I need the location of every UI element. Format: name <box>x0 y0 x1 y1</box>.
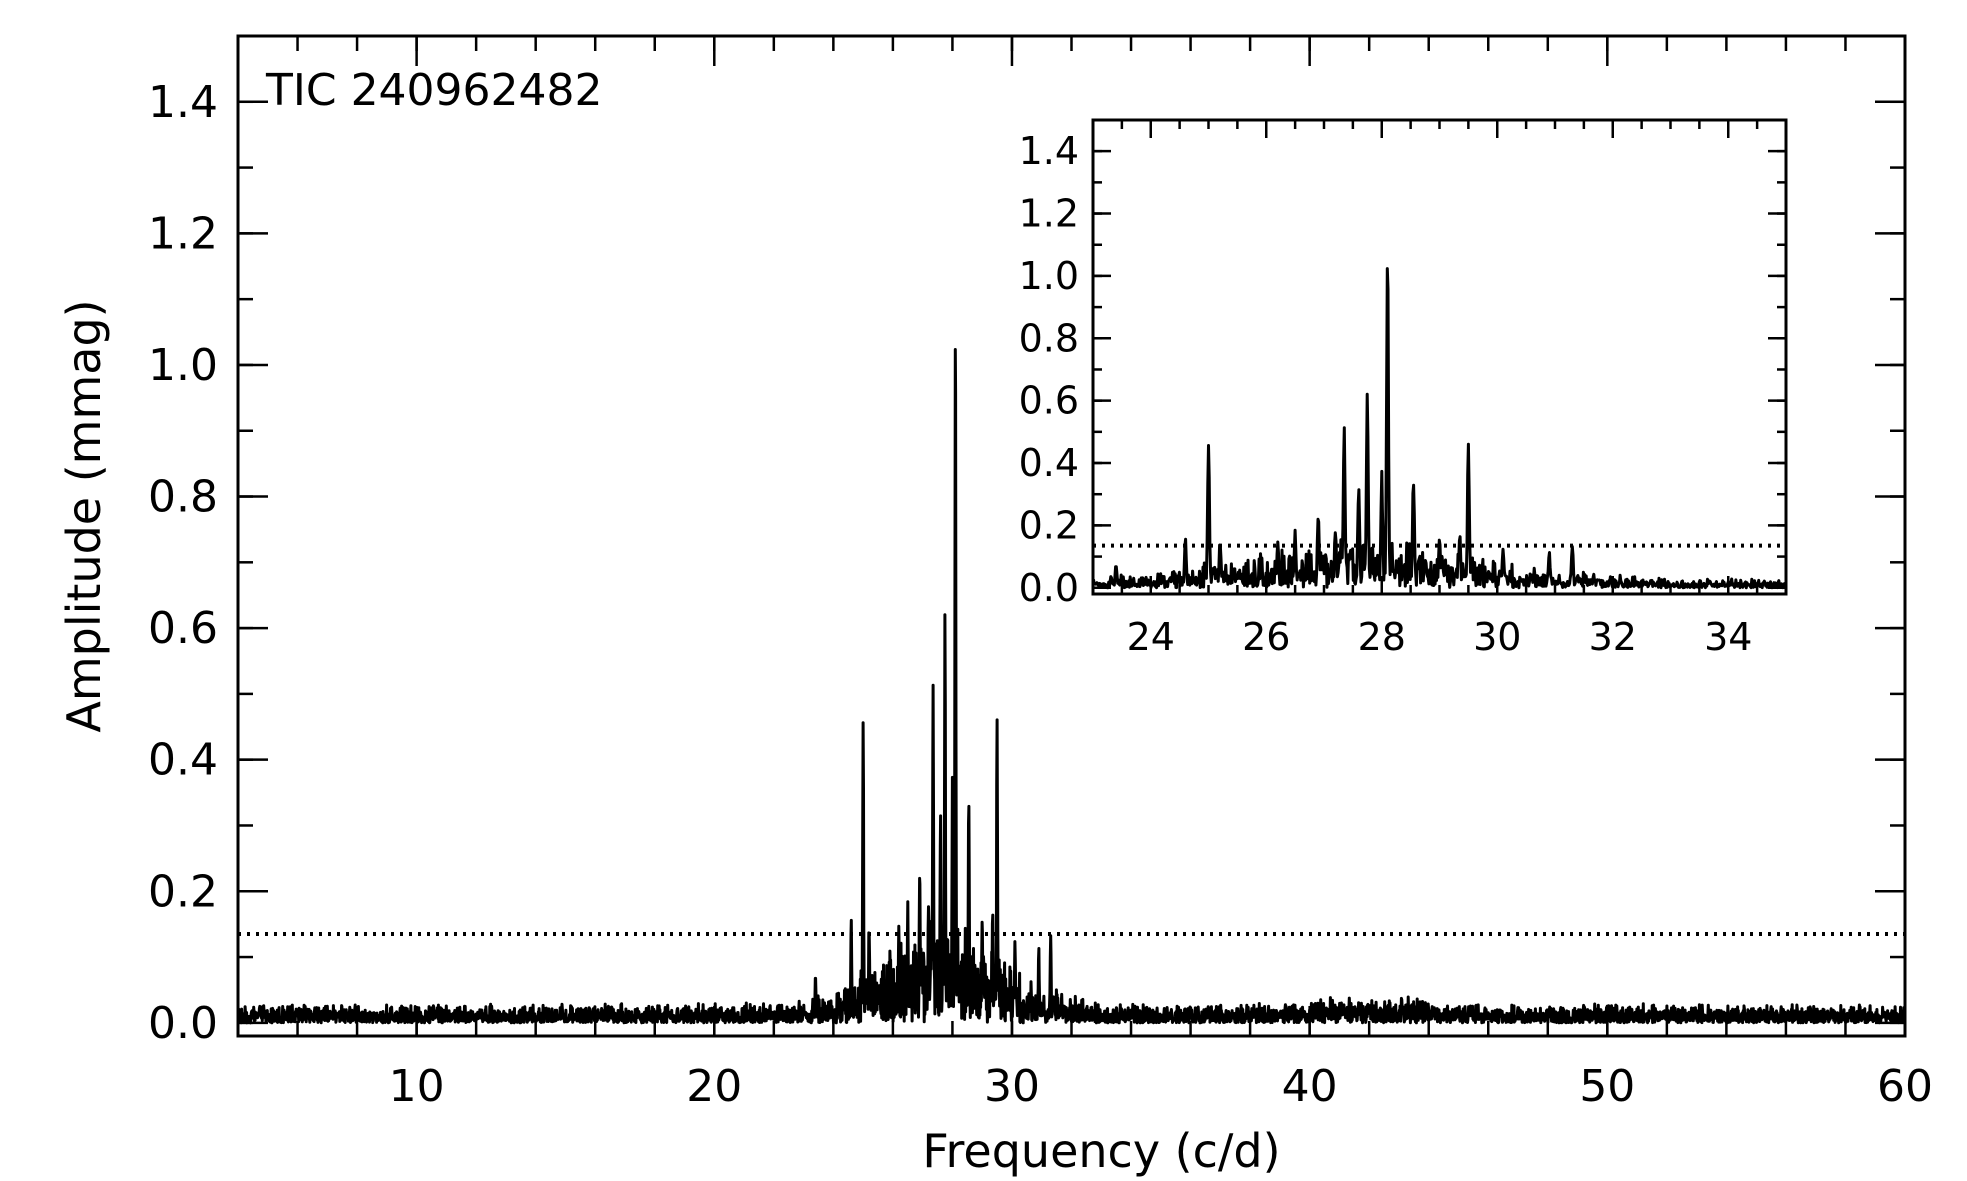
y-tick-label: 0.2 <box>148 866 218 917</box>
inset-y-tick-labels: 0.0 0.2 0.4 0.6 0.8 1.0 1.2 1.4 <box>1019 129 1079 610</box>
x-axis-title: Frequency (c/d) <box>922 1124 1280 1178</box>
x-tick-label: 40 <box>1282 1061 1338 1112</box>
y-tick-label: 1.4 <box>1019 129 1079 173</box>
x-tick-label: 10 <box>389 1061 445 1112</box>
y-tick-label: 0.8 <box>148 472 218 523</box>
y-tick-label: 0.4 <box>148 735 218 786</box>
y-tick-label: 0.6 <box>1019 379 1079 423</box>
main-plot-frame <box>236 34 1907 1038</box>
x-tick-label: 20 <box>686 1061 742 1112</box>
y-axis-title: Amplitude (mmag) <box>57 299 111 732</box>
x-tick-label: 24 <box>1127 615 1175 659</box>
x-tick-label: 32 <box>1589 615 1637 659</box>
x-tick-label: 50 <box>1579 1061 1635 1112</box>
main-x-tick-labels: 10 20 30 40 50 60 <box>389 1061 1933 1112</box>
y-tick-label: 1.4 <box>148 77 218 128</box>
y-tick-label: 1.2 <box>148 208 218 259</box>
main-tick-marks <box>236 34 1907 1036</box>
y-tick-label: 0.8 <box>1019 316 1079 360</box>
y-tick-label: 0.0 <box>148 998 218 1049</box>
inset-plot-frame <box>1091 118 1788 596</box>
x-tick-label: 28 <box>1358 615 1406 659</box>
y-tick-label: 0.2 <box>1019 503 1079 547</box>
main-y-tick-labels: 0.0 0.2 0.4 0.6 0.8 1.0 1.2 1.4 <box>148 77 218 1049</box>
y-tick-label: 0.0 <box>1019 566 1079 610</box>
x-tick-label: 34 <box>1704 615 1752 659</box>
x-tick-label: 30 <box>1473 615 1521 659</box>
x-tick-label: 30 <box>984 1061 1040 1112</box>
inset-background <box>1093 120 1786 594</box>
y-tick-label: 1.0 <box>148 340 218 391</box>
x-tick-label: 60 <box>1877 1061 1933 1112</box>
inset-x-tick-labels: 24 26 28 30 32 34 <box>1127 615 1753 659</box>
main-panel: 10 20 30 40 50 60 0.0 0.2 0.4 0.6 0.8 1.0 1.2 1.4 TI… <box>57 34 1933 1178</box>
x-tick-label: 26 <box>1242 615 1290 659</box>
inset-panel: 24 26 28 30 32 34 0.0 0.2 0.4 0.6 0.8 1.0 1.2 1.4 <box>1019 118 1788 659</box>
y-tick-label: 0.4 <box>1019 441 1079 485</box>
y-tick-label: 0.6 <box>148 603 218 654</box>
y-tick-label: 1.2 <box>1019 192 1079 236</box>
star-id-annotation: TIC 240962482 <box>265 65 603 116</box>
y-tick-label: 1.0 <box>1019 254 1079 298</box>
